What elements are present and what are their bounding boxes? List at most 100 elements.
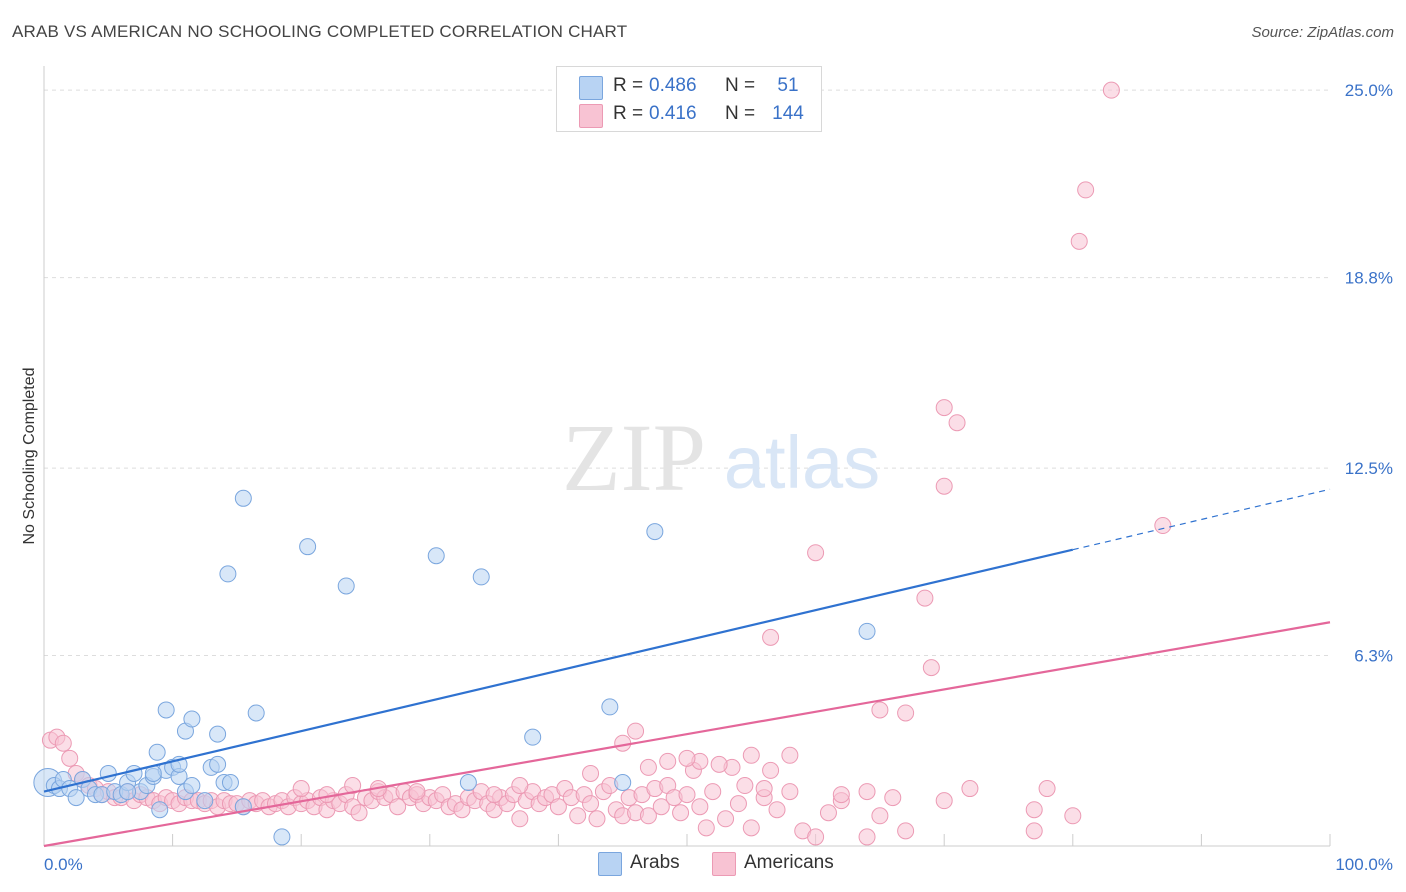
arab-point [183,710,201,728]
american-point [819,804,837,822]
american-point [549,798,567,816]
american-point [691,798,709,816]
american-point [408,783,426,801]
arab-point [196,792,214,810]
arab-point [459,774,477,792]
arab-point [299,538,317,556]
stats-box: R = 0.486 N = 51 R = 0.416 N = 144 [556,66,822,132]
american-point [659,752,677,770]
american-point [935,792,953,810]
american-point [807,828,825,846]
arab-point [157,701,175,719]
american-point [614,734,632,752]
arab-point [472,568,490,586]
arab-point [524,728,542,746]
arabs-r-label: R = [613,75,644,96]
american-point [742,746,760,764]
arab-point [183,777,201,795]
american-point [871,807,889,825]
y-tick-label: 12.5% [1345,459,1393,478]
american-point [807,544,825,562]
american-point [922,659,940,677]
legend-americans-label: Americans [744,852,834,873]
arab-point [601,698,619,716]
american-point [678,786,696,804]
american-point [588,810,606,828]
source-label: Source: ZipAtlas.com [1251,24,1394,41]
americans-trend-line [43,621,1331,848]
american-point [897,704,915,722]
arab-point [247,704,265,722]
american-point [1070,232,1088,250]
american-point [884,789,902,807]
watermark: ZIP atlas [562,404,880,511]
arabs-n-label: N = [725,75,756,96]
american-point [678,749,696,767]
american-point [318,786,336,804]
arab-point [209,725,227,743]
chart-title: ARAB VS AMERICAN NO SCHOOLING COMPLETED … [12,22,628,41]
american-point [511,777,529,795]
american-point [710,755,728,773]
american-point [627,722,645,740]
american-point [742,819,760,837]
axes [43,66,1331,847]
american-point [1038,780,1056,798]
american-point [858,783,876,801]
american-point [871,701,889,719]
american-point [768,801,786,819]
americans-swatch [579,104,603,128]
american-point [717,810,735,828]
american-point [485,786,503,804]
american-point [672,804,690,822]
arab-point [858,622,876,640]
y-tick-label: 6.3% [1354,647,1393,666]
stats-row-arabs: R = 0.486 N = 51 [557,75,821,103]
american-point [1064,807,1082,825]
stats-row-americans: R = 0.416 N = 144 [557,103,821,131]
arab-point [67,789,85,807]
arab-point [221,774,239,792]
american-point [897,822,915,840]
american-point [350,804,368,822]
american-point [948,414,966,432]
arab-point [614,774,632,792]
american-point [935,399,953,417]
american-point [511,810,529,828]
american-point [61,749,79,767]
american-point [344,777,362,795]
americans-r-label: R = [613,103,644,124]
tick-labels: 6.3% 12.5% 18.8% 25.0% 0.0% 100.0% [44,81,1393,874]
american-point [916,589,934,607]
watermark-atlas: atlas [724,421,880,504]
american-point [961,780,979,798]
x-tick-label-max: 100.0% [1335,855,1393,874]
american-point [639,807,657,825]
american-point [1025,801,1043,819]
american-point [1102,81,1120,99]
american-point [569,807,587,825]
american-point [582,764,600,782]
arab-point [151,801,169,819]
legend-americans-swatch [712,852,736,876]
arab-point [219,565,237,583]
legend-arabs-swatch [598,852,622,876]
american-point [54,734,72,752]
arab-point [119,783,137,801]
arab-point [427,547,445,565]
y-tick-label: 18.8% [1345,269,1393,288]
american-point [858,828,876,846]
american-point [729,795,747,813]
x-tick-label-min: 0.0% [44,855,83,874]
americans-n-label: N = [725,103,756,124]
american-point [935,477,953,495]
american-point [1154,517,1172,535]
arabs-trend-line [43,548,1074,793]
arabs-swatch [579,76,603,100]
arabs-trend-extension [1072,488,1331,551]
american-point [762,761,780,779]
americans-r-value: 0.416 [649,103,697,124]
arab-point [273,828,291,846]
arabs-r-value: 0.486 [649,75,697,96]
